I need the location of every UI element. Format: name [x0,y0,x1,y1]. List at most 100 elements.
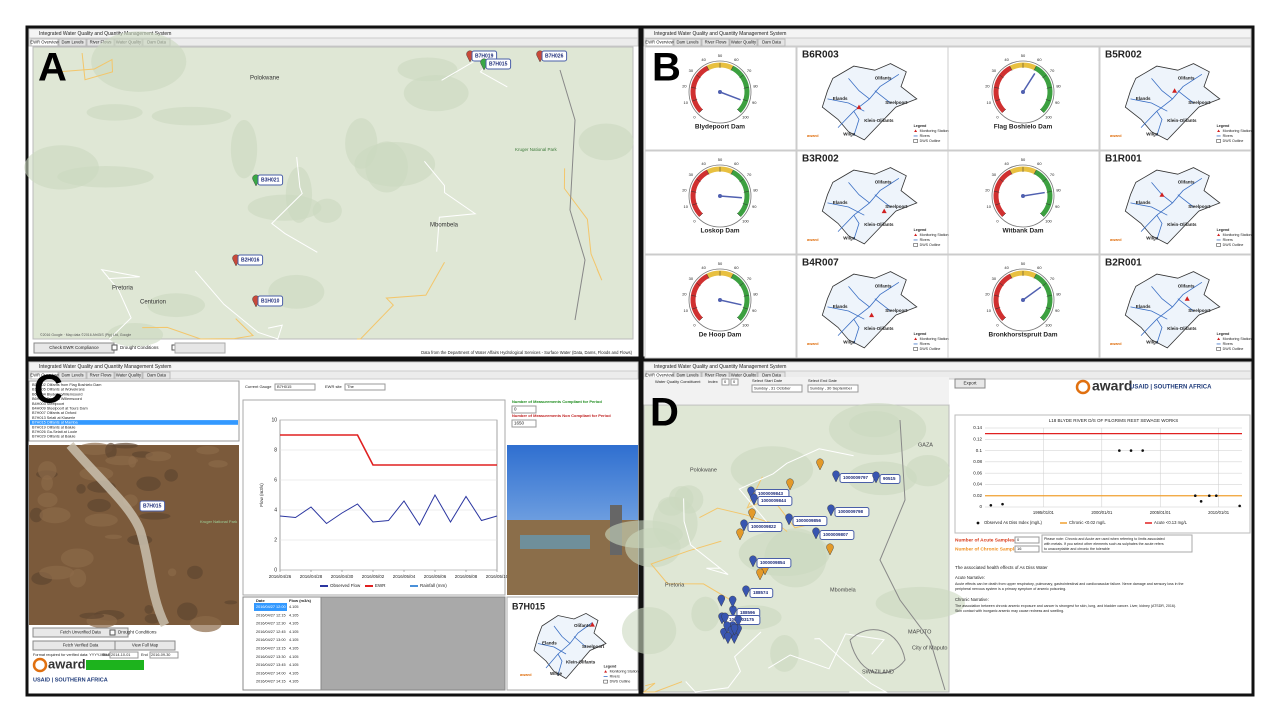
tab[interactable] [30,371,59,380]
marker-label[interactable]: 1000009807 [823,532,849,537]
tab[interactable] [757,38,786,47]
tab-label[interactable]: Dam Data [762,373,782,378]
tab[interactable] [58,371,87,380]
map-pin[interactable] [827,504,835,517]
map-pin[interactable] [721,612,729,625]
map-pin[interactable] [728,595,737,608]
map-pin[interactable] [872,471,880,484]
map-pin[interactable] [730,623,739,636]
marker-label-box[interactable] [139,500,166,512]
button-label[interactable]: Export [963,381,977,386]
tab[interactable] [645,38,674,47]
tab-label[interactable]: Water Quality [116,373,142,378]
date-picker[interactable] [751,384,803,393]
button[interactable] [32,627,129,638]
map-pin[interactable] [785,513,793,526]
list-item[interactable]: B7H029 Olifants at Balule [32,435,75,439]
map-pin[interactable] [816,458,824,471]
tab-label[interactable]: EWR Overview [645,40,674,45]
tab-label[interactable]: Dam Data [147,373,167,378]
tab-label[interactable]: EWR Overview [30,40,59,45]
marker-label-box[interactable] [879,474,901,484]
marker-label-box[interactable] [757,496,793,506]
tab[interactable] [701,38,730,47]
list-item[interactable]: B6H004 Blyde at Willemsoord [32,392,82,396]
list-item[interactable]: B7H015 Olifants at Mamba [32,421,78,425]
marker-label-box[interactable] [541,50,568,62]
marker-label[interactable]: 1000009798 [838,509,864,514]
marker-label[interactable]: 188596 [740,610,756,615]
list-item[interactable]: B7H013 Selati at Klaserie [32,416,75,420]
tab-label[interactable]: Dam Levels [676,373,698,378]
marker-label[interactable]: B7H026 [545,53,564,59]
marker-label-box[interactable] [257,174,284,186]
date-picker[interactable] [807,384,859,393]
list-item[interactable]: B7H026 Ga-Selati at Loole [32,430,77,434]
marker-label-box[interactable] [749,588,774,598]
list-item[interactable]: B7H019 Olifants at Balule [32,425,75,429]
tab[interactable] [673,38,702,47]
map-pin[interactable] [747,486,755,499]
tab-label[interactable]: River Flows [90,40,112,45]
checkbox-label[interactable]: Drought Conditions [120,345,159,350]
tab-label[interactable]: Dam Levels [61,373,83,378]
field-value[interactable]: Sunday , 31 October [754,386,791,391]
marker-label-box[interactable] [756,558,792,568]
map-pin[interactable] [740,519,748,532]
marker-label[interactable]: 1000009854 [760,560,786,565]
marker-label-box[interactable] [485,58,512,70]
tab[interactable] [114,371,143,380]
map-pin[interactable] [756,568,764,581]
marker-label[interactable]: B7H015 [143,503,162,509]
tab-label[interactable]: Water Quality [731,373,757,378]
map-pin[interactable] [724,632,732,645]
marker-label-box[interactable] [257,295,284,307]
marker-label-box[interactable] [792,516,828,526]
tab-label[interactable]: EWR Overview [30,373,59,378]
tab-label[interactable]: EWR Overview [645,373,674,378]
tab-label[interactable]: Dam Data [762,40,782,45]
tab[interactable] [86,371,115,380]
tab[interactable] [30,38,59,47]
tab-label[interactable]: River Flows [705,373,727,378]
list-item[interactable]: B7H007 Olifants at Oxford [32,411,76,415]
map-pin[interactable] [734,615,742,628]
tab[interactable] [729,38,758,47]
marker-label-box[interactable] [819,530,855,540]
marker-label[interactable]: 1000009822 [751,524,777,529]
map-pin[interactable] [742,585,750,598]
marker-label[interactable]: B1H010 [261,298,280,304]
list-item[interactable]: B4H003 Steelpoort [32,402,65,406]
marker-label[interactable]: 1000009797 [843,475,869,480]
tab-label[interactable]: Water Quality [731,40,757,45]
marker-label-box[interactable] [834,507,870,517]
marker-label-box[interactable] [747,522,783,532]
checkbox-label[interactable]: Drought Conditions [118,630,157,635]
tab[interactable] [58,38,87,47]
map-pin[interactable] [717,594,726,607]
marker-label[interactable]: 1000009843 [758,491,784,496]
tab-label[interactable]: River Flows [705,40,727,45]
button-label[interactable]: Fetch Verified Data [63,643,99,648]
marker-label[interactable]: B3H021 [261,177,280,183]
marker-label-box[interactable] [237,254,264,266]
map-pin[interactable] [826,543,834,556]
map-pin[interactable] [750,493,758,506]
tab-label[interactable]: Dam Levels [61,40,83,45]
list-item[interactable]: B5H002 Olifants from Flag Boshielo Dam [32,383,101,387]
marker-label[interactable]: 1000009856 [796,518,822,523]
list-item[interactable]: B4H009 Steelpoort at Tours Dam [32,407,88,411]
map-pin[interactable] [786,478,794,491]
field-value[interactable]: Sunday , 30 September [810,386,853,391]
marker-label[interactable]: B7H015 [489,61,508,67]
map-pin[interactable] [812,527,820,540]
map-pin[interactable] [832,470,840,483]
marker-label[interactable]: 1000009844 [761,498,787,503]
button-label[interactable]: View Full Map [132,643,159,648]
button[interactable] [114,640,176,651]
map-pin[interactable] [748,508,756,521]
tab-label[interactable]: River Flows [90,373,112,378]
marker-label[interactable]: B7H019 [475,53,494,59]
marker-label[interactable]: 188574 [753,590,769,595]
tab[interactable] [142,371,171,380]
